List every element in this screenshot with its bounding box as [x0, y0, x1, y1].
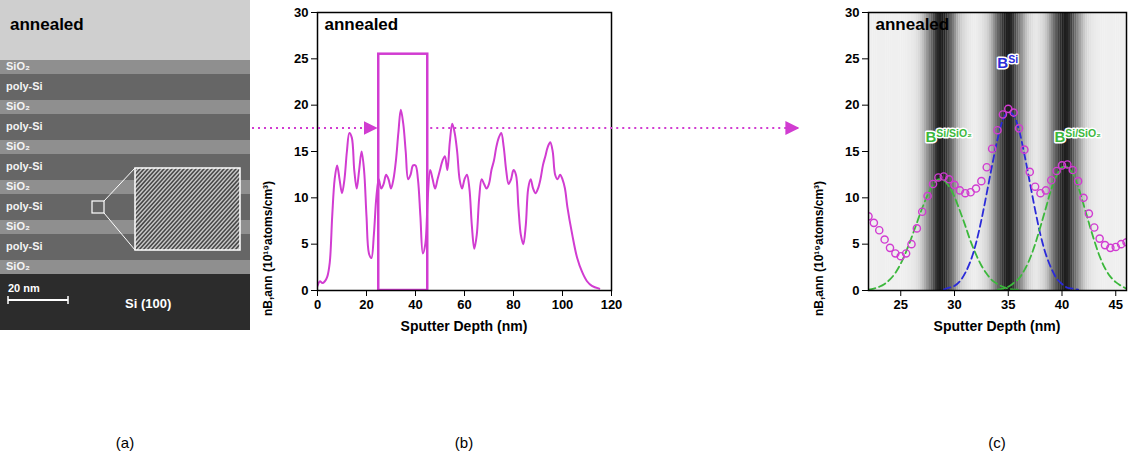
svg-text:20: 20	[294, 97, 308, 112]
svg-text:annealed: annealed	[325, 15, 399, 34]
svg-text:nB,ann (10¹⁹atoms/cm³): nB,ann (10¹⁹atoms/cm³)	[812, 181, 826, 316]
svg-text:40: 40	[408, 297, 422, 312]
svg-text:SiO₂: SiO₂	[6, 100, 30, 112]
svg-text:120: 120	[601, 297, 623, 312]
svg-text:30: 30	[845, 5, 859, 20]
svg-text:poly-Si: poly-Si	[6, 200, 43, 212]
svg-text:Sputter Depth (nm): Sputter Depth (nm)	[934, 318, 1061, 334]
svg-text:SiO₂: SiO₂	[6, 220, 30, 232]
svg-text:SiO₂: SiO₂	[6, 180, 30, 192]
svg-text:SiO₂: SiO₂	[6, 260, 30, 272]
svg-text:0: 0	[301, 283, 308, 298]
svg-text:Sputter Depth (nm): Sputter Depth (nm)	[401, 318, 528, 334]
svg-text:Si (100): Si (100)	[125, 296, 171, 311]
svg-text:poly-Si: poly-Si	[6, 80, 43, 92]
svg-text:poly-Si: poly-Si	[6, 120, 43, 132]
svg-text:25: 25	[845, 51, 859, 66]
svg-text:(b): (b)	[455, 434, 473, 451]
svg-text:0: 0	[314, 297, 321, 312]
svg-text:100: 100	[552, 297, 574, 312]
svg-text:annealed: annealed	[876, 15, 950, 34]
svg-text:40: 40	[1055, 297, 1069, 312]
svg-text:poly-Si: poly-Si	[6, 240, 43, 252]
svg-text:30: 30	[947, 297, 961, 312]
svg-text:5: 5	[852, 236, 859, 251]
svg-text:80: 80	[506, 297, 520, 312]
svg-text:BSi/SiO₂: BSi/SiO₂	[925, 127, 972, 145]
svg-text:20: 20	[845, 97, 859, 112]
svg-text:60: 60	[457, 297, 471, 312]
svg-text:5: 5	[301, 236, 308, 251]
svg-text:10: 10	[845, 190, 859, 205]
svg-text:35: 35	[1001, 297, 1015, 312]
svg-text:(c): (c)	[988, 434, 1006, 451]
svg-text:10: 10	[294, 190, 308, 205]
svg-text:30: 30	[294, 5, 308, 20]
svg-text:15: 15	[845, 144, 859, 159]
svg-text:15: 15	[294, 144, 308, 159]
svg-text:45: 45	[1109, 297, 1123, 312]
svg-text:poly-Si: poly-Si	[6, 160, 43, 172]
svg-text:BSi: BSi	[997, 53, 1018, 71]
svg-text:SiO₂: SiO₂	[6, 60, 30, 72]
svg-text:annealed: annealed	[10, 15, 84, 34]
svg-text:25: 25	[894, 297, 908, 312]
svg-text:20 nm: 20 nm	[8, 282, 40, 294]
svg-text:25: 25	[294, 51, 308, 66]
svg-text:20: 20	[359, 297, 373, 312]
svg-text:0: 0	[852, 283, 859, 298]
svg-text:SiO₂: SiO₂	[6, 140, 30, 152]
svg-text:(a): (a)	[116, 434, 134, 451]
svg-text:nB,ann (10¹⁹atoms/cm³): nB,ann (10¹⁹atoms/cm³)	[261, 181, 275, 316]
svg-text:BSi/SiO₂: BSi/SiO₂	[1054, 127, 1101, 145]
